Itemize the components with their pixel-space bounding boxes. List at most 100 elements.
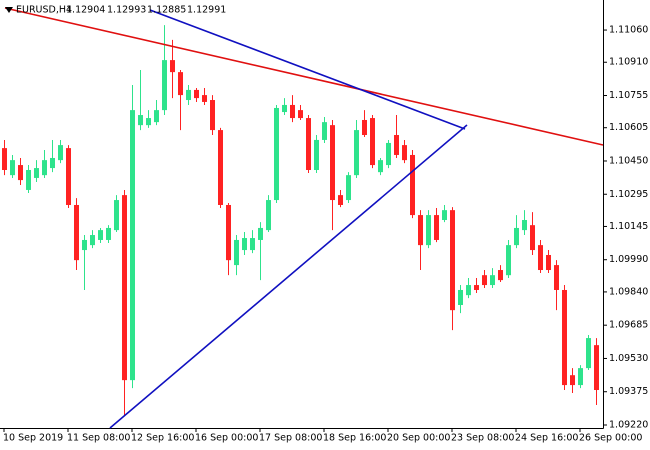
header-value: 1.12904 [66,5,105,16]
candle-body [66,148,71,205]
candle-body [298,110,303,119]
x-tick-label: 26 Sep 00:00 [579,433,642,444]
candle-body [210,100,215,131]
candle-body [42,160,47,176]
y-tick-label: 1.09840 [609,286,648,297]
x-tick-label: 10 Sep 2019 [3,433,63,444]
candle-body [434,215,439,240]
candle-body [394,135,399,155]
candle-body [330,125,335,201]
x-tick-label: 11 Sep 08:00 [67,433,130,444]
candle-body [418,215,423,246]
y-tick-label: 1.09220 [609,419,648,430]
candle-body [562,289,567,386]
header-value: 1.12885 [147,5,186,16]
candle-body [586,338,591,369]
candle-body [530,225,535,251]
candle-body [186,89,191,101]
candle-body [58,145,63,161]
candle-body [146,118,151,126]
candle-body [546,254,551,271]
y-tick-label: 1.10605 [609,122,648,133]
candle-body [250,238,255,251]
candle-body [490,275,495,286]
candle-body [538,245,543,271]
candle-body [274,107,279,201]
x-tick-label: 17 Sep 08:00 [259,433,322,444]
y-tick-label: 1.10755 [609,90,648,101]
header-value: 1.12993 [107,5,146,16]
candle-body [402,145,407,161]
candle-body [202,95,207,102]
candle-body [234,239,239,266]
y-tick-label: 1.09375 [609,386,648,397]
candle-body [114,200,119,231]
plot [2,25,599,416]
y-tick-label: 1.10145 [609,221,648,232]
candle-body [258,227,263,240]
candle-body [98,230,103,240]
candle-body [226,204,231,261]
candle-body [578,368,583,386]
y-tick-label: 1.11060 [609,25,648,36]
candle-body [466,285,471,296]
candle-body [138,115,143,126]
candle-body [570,375,575,386]
candle-body [218,130,223,205]
candle-body [362,119,367,136]
candle-body [354,130,359,176]
y-tick-label: 1.09530 [609,353,648,364]
trend-line [109,124,468,429]
candle-body [506,245,511,276]
y-tick-label: 1.09685 [609,320,648,331]
candle-body [594,345,599,391]
symbol-icon [5,7,13,13]
candle-body [106,227,111,240]
candle-body [162,60,167,111]
y-tick-label: 1.10450 [609,155,648,166]
candle-body [522,220,527,231]
candle-body [130,110,135,381]
candle-body [122,195,127,381]
candle-body [514,227,519,246]
candle-body [18,165,23,181]
candle-body [2,148,7,170]
candle-body [426,215,431,246]
candle-body [50,157,55,169]
candle-body [170,60,175,73]
candle-body [498,270,503,281]
y-tick-label: 1.10295 [609,189,648,200]
candle-body [10,160,15,176]
candle-body [322,122,327,140]
trend-line [4,7,604,146]
candle-body [554,265,559,290]
x-tick-label: 18 Sep 16:00 [323,433,386,444]
candle-body [370,118,375,166]
candle-body [178,72,183,96]
candle-body [346,175,351,201]
candle-body [242,238,247,251]
y-tick-label: 1.09990 [609,254,648,265]
candle-body [74,204,79,261]
candle-body [442,210,447,221]
candle-body [282,104,287,113]
candle-body [306,118,311,170]
x-tick-label: 24 Sep 16:00 [515,433,578,444]
x-tick-label: 12 Sep 16:00 [131,433,194,444]
x-tick-label: 20 Sep 00:00 [387,433,450,444]
candle-body [458,289,463,306]
candle-body [378,160,383,173]
candle-body [338,195,343,205]
y-tick-label: 1.10910 [609,57,648,68]
candle-body [26,169,31,190]
candle-body [90,235,95,246]
candle-body [314,139,319,170]
x-tick-label: 16 Sep 00:00 [195,433,258,444]
candle-body [266,200,271,231]
candle-body [194,89,199,99]
candle-body [290,104,295,119]
chart-title: EURUSD,H4 [16,5,72,16]
trend-line [149,9,466,130]
